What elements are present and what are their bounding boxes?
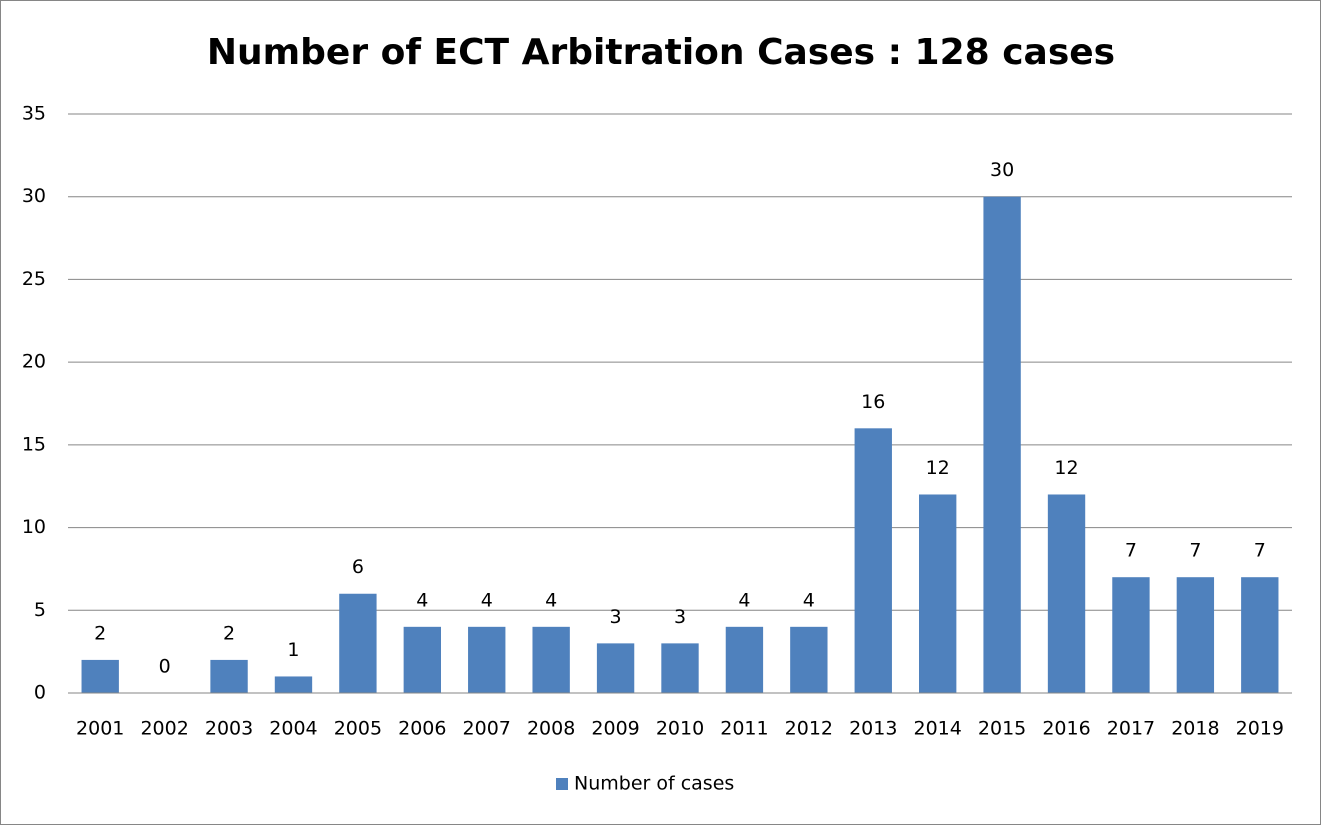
- bar: [661, 643, 699, 693]
- bar: [596, 643, 635, 693]
- bar: [1241, 577, 1279, 693]
- y-tick-label: 30: [22, 185, 46, 207]
- y-tick-label: 35: [22, 103, 46, 125]
- y-tick-label: 5: [34, 599, 46, 621]
- bar: [274, 676, 313, 693]
- x-tick-label: 2014: [914, 718, 962, 740]
- data-label: 0: [159, 656, 171, 678]
- data-label: 2: [94, 622, 106, 644]
- x-tick-label: 2002: [140, 718, 188, 740]
- data-label: 4: [803, 589, 815, 611]
- data-label: 4: [416, 589, 428, 611]
- data-label: 3: [610, 606, 622, 628]
- data-label: 3: [674, 606, 686, 628]
- data-label: 6: [352, 556, 364, 578]
- bar: [983, 196, 1021, 693]
- data-label: 4: [481, 589, 493, 611]
- x-tick-label: 2004: [269, 718, 317, 740]
- bar: [468, 626, 506, 693]
- data-label: 4: [545, 589, 557, 611]
- x-tick-label: 2001: [76, 718, 124, 740]
- data-label: 7: [1189, 540, 1201, 562]
- data-label: 7: [1125, 540, 1137, 562]
- y-tick-label: 25: [22, 268, 46, 290]
- bar: [81, 659, 119, 693]
- x-tick-label: 2012: [785, 718, 833, 740]
- y-tick-label: 15: [22, 433, 46, 455]
- bar: [854, 428, 892, 693]
- x-tick-label: 2013: [849, 718, 897, 740]
- data-label: 30: [990, 159, 1014, 181]
- x-tick-label: 2017: [1107, 718, 1155, 740]
- x-tick-label: 2009: [591, 718, 639, 740]
- x-tick-label: 2016: [1042, 718, 1090, 740]
- bar: [1047, 494, 1086, 693]
- x-tick-label: 2006: [398, 718, 446, 740]
- y-tick-label: 20: [22, 351, 46, 373]
- bar: [210, 659, 248, 693]
- bar: [339, 593, 377, 693]
- data-label: 16: [861, 391, 885, 413]
- bar: [1176, 577, 1215, 693]
- bar: [790, 626, 828, 693]
- y-tick-label: 10: [22, 516, 46, 538]
- bar: [919, 494, 957, 693]
- bar: [725, 626, 764, 693]
- data-label: 4: [738, 589, 750, 611]
- x-tick-label: 2015: [978, 718, 1026, 740]
- bar: [403, 626, 441, 693]
- data-label: 12: [1054, 457, 1078, 479]
- x-tick-label: 2010: [656, 718, 704, 740]
- bar: [532, 626, 570, 693]
- legend-swatch: [556, 778, 568, 790]
- x-tick-label: 2011: [720, 718, 768, 740]
- x-tick-label: 2019: [1236, 718, 1284, 740]
- x-tick-label: 2008: [527, 718, 575, 740]
- x-tick-label: 2003: [205, 718, 253, 740]
- y-tick-label: 0: [34, 682, 46, 704]
- bar: [1112, 577, 1150, 693]
- data-label: 1: [287, 639, 299, 661]
- data-label: 2: [223, 622, 235, 644]
- x-tick-label: 2005: [334, 718, 382, 740]
- data-label: 7: [1254, 540, 1266, 562]
- chart-title: Number of ECT Arbitration Cases : 128 ca…: [207, 32, 1115, 73]
- data-label: 12: [926, 457, 950, 479]
- x-tick-label: 2007: [463, 718, 511, 740]
- legend-label: Number of cases: [574, 773, 734, 795]
- x-tick-label: 2018: [1171, 718, 1219, 740]
